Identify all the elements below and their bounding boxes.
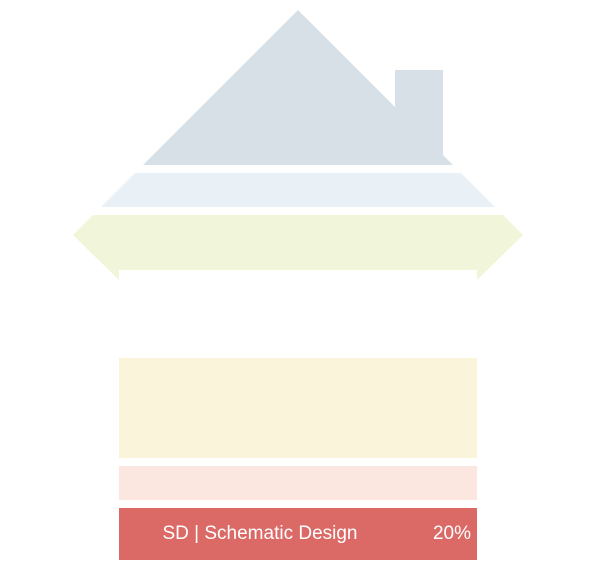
label-pct: 20%: [401, 523, 477, 545]
band-upper: [0, 0, 596, 350]
label-base: SD | Schematic Design20%: [119, 508, 477, 560]
band-mid: [119, 358, 477, 458]
label-name: SD | Schematic Design: [119, 523, 401, 545]
house-infographic: SD | Schematic Design20%: [0, 0, 596, 581]
band-lower: [119, 466, 477, 500]
